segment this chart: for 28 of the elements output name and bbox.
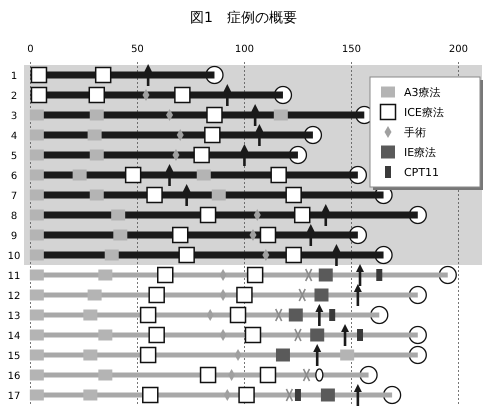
y-tick-label: 9	[10, 231, 18, 242]
y-tick-label: 1	[10, 71, 18, 82]
x-tick-label: 0	[27, 44, 34, 55]
y-tick-label: 15	[8, 351, 20, 362]
legend-label: A3療法	[404, 86, 441, 99]
y-tick-label: 13	[8, 311, 20, 322]
y-tick-label: 14	[8, 331, 20, 342]
y-tick-label: 5	[10, 151, 18, 162]
legend-label: IE療法	[404, 146, 436, 159]
y-tick-label: 7	[10, 191, 18, 202]
legend-label: ICE療法	[404, 106, 444, 119]
y-tick-label: 17	[8, 391, 20, 402]
y-tick-label: 10	[8, 251, 20, 262]
y-tick-label: 4	[10, 131, 18, 142]
legend-label: CPT11	[404, 166, 440, 179]
x-tick-label: 100	[234, 44, 254, 55]
y-tick-label: 12	[8, 291, 20, 302]
y-tick-label: 11	[8, 271, 20, 282]
y-tick-label: 3	[10, 111, 18, 122]
x-tick-label: 150	[342, 44, 361, 55]
y-tick-label: 2	[10, 91, 18, 102]
y-tick-label: 6	[10, 171, 18, 182]
chart-title: 図1 症例の概要	[190, 10, 297, 26]
y-tick-label: 16	[8, 371, 20, 382]
x-tick-label: 50	[131, 44, 144, 55]
x-tick-label: 200	[448, 44, 468, 55]
legend-label: 手術	[404, 126, 426, 139]
y-tick-label: 8	[10, 211, 18, 222]
